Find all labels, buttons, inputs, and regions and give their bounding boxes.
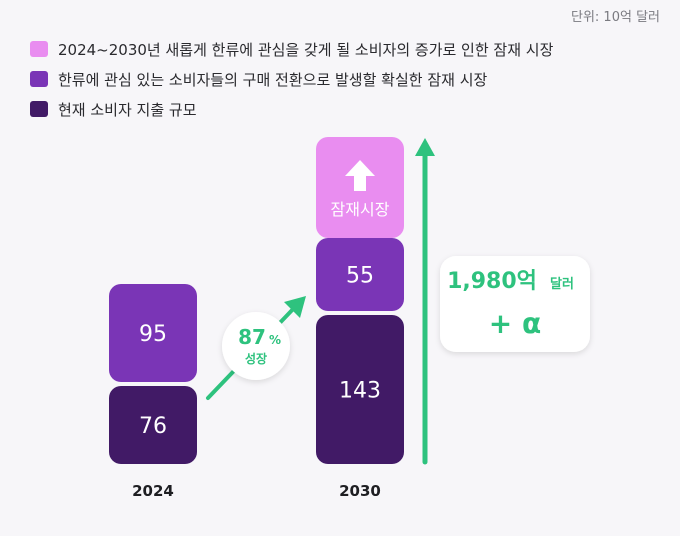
- legend-swatch-new-consumers: [30, 41, 48, 57]
- total-callout-box: [440, 256, 590, 352]
- data-label-2024-segment-1: 76: [139, 414, 167, 439]
- bars-layer: 76 95 143 55: [109, 238, 404, 464]
- legend-item-conversion: 한류에 관심 있는 소비자들의 구매 전환으로 발생할 확실한 잠재 시장: [30, 70, 553, 89]
- legend-label-current: 현재 소비자 지출 규모: [58, 100, 197, 119]
- legend-swatch-current: [30, 101, 48, 117]
- data-label-2030-segment-2: 55: [346, 264, 374, 289]
- growth-label: 성장: [245, 352, 267, 366]
- bar-2030-segment-1: [316, 315, 404, 464]
- growth-value: 87: [238, 325, 266, 349]
- total-plus-alpha: + α: [489, 307, 541, 340]
- growth-badge: 87 % 성장: [222, 312, 290, 380]
- bar-2030-potential-label: 잠재시장: [331, 200, 390, 219]
- total-arrow-head-icon: [415, 138, 435, 156]
- legend-item-new-consumers: 2024~2030년 새롭게 한류에 관심을 갖게 될 소비자의 증가로 인한 …: [30, 40, 554, 59]
- bar-2024-segment-1: [109, 386, 197, 464]
- legend: 2024~2030년 새롭게 한류에 관심을 갖게 될 소비자의 증가로 인한 …: [30, 40, 553, 130]
- bar-2030-segment-2: [316, 238, 404, 311]
- x-tick-2024: 2024: [132, 482, 174, 500]
- up-arrow-icon: [345, 160, 375, 191]
- total-value: 1,980억: [447, 269, 537, 294]
- legend-item-current: 현재 소비자 지출 규모: [30, 100, 553, 119]
- bar-2030-potential: 잠재시장: [316, 137, 404, 238]
- legend-label-new-consumers: 2024~2030년 새롭게 한류에 관심을 갖게 될 소비자의 증가로 인한 …: [58, 40, 554, 59]
- total-unit: 달러: [550, 276, 574, 292]
- growth-unit: %: [269, 333, 281, 347]
- data-label-2030-segment-1: 143: [339, 379, 381, 404]
- growth-arrow-head-icon: [284, 296, 306, 318]
- data-label-2024-segment-2: 95: [139, 322, 167, 347]
- unit-label: 단위: 10억 달러: [571, 10, 660, 25]
- total-arrow: [415, 138, 435, 465]
- legend-label-conversion: 한류에 관심 있는 소비자들의 구매 전환으로 발생할 확실한 잠재 시장: [58, 70, 488, 89]
- total-callout: 1,980억 달러 + α: [440, 256, 590, 352]
- x-tick-2030: 2030: [339, 482, 381, 500]
- bar-2024-segment-2: [109, 284, 197, 382]
- growth-badge-circle: [222, 312, 290, 380]
- legend-swatch-conversion: [30, 71, 48, 87]
